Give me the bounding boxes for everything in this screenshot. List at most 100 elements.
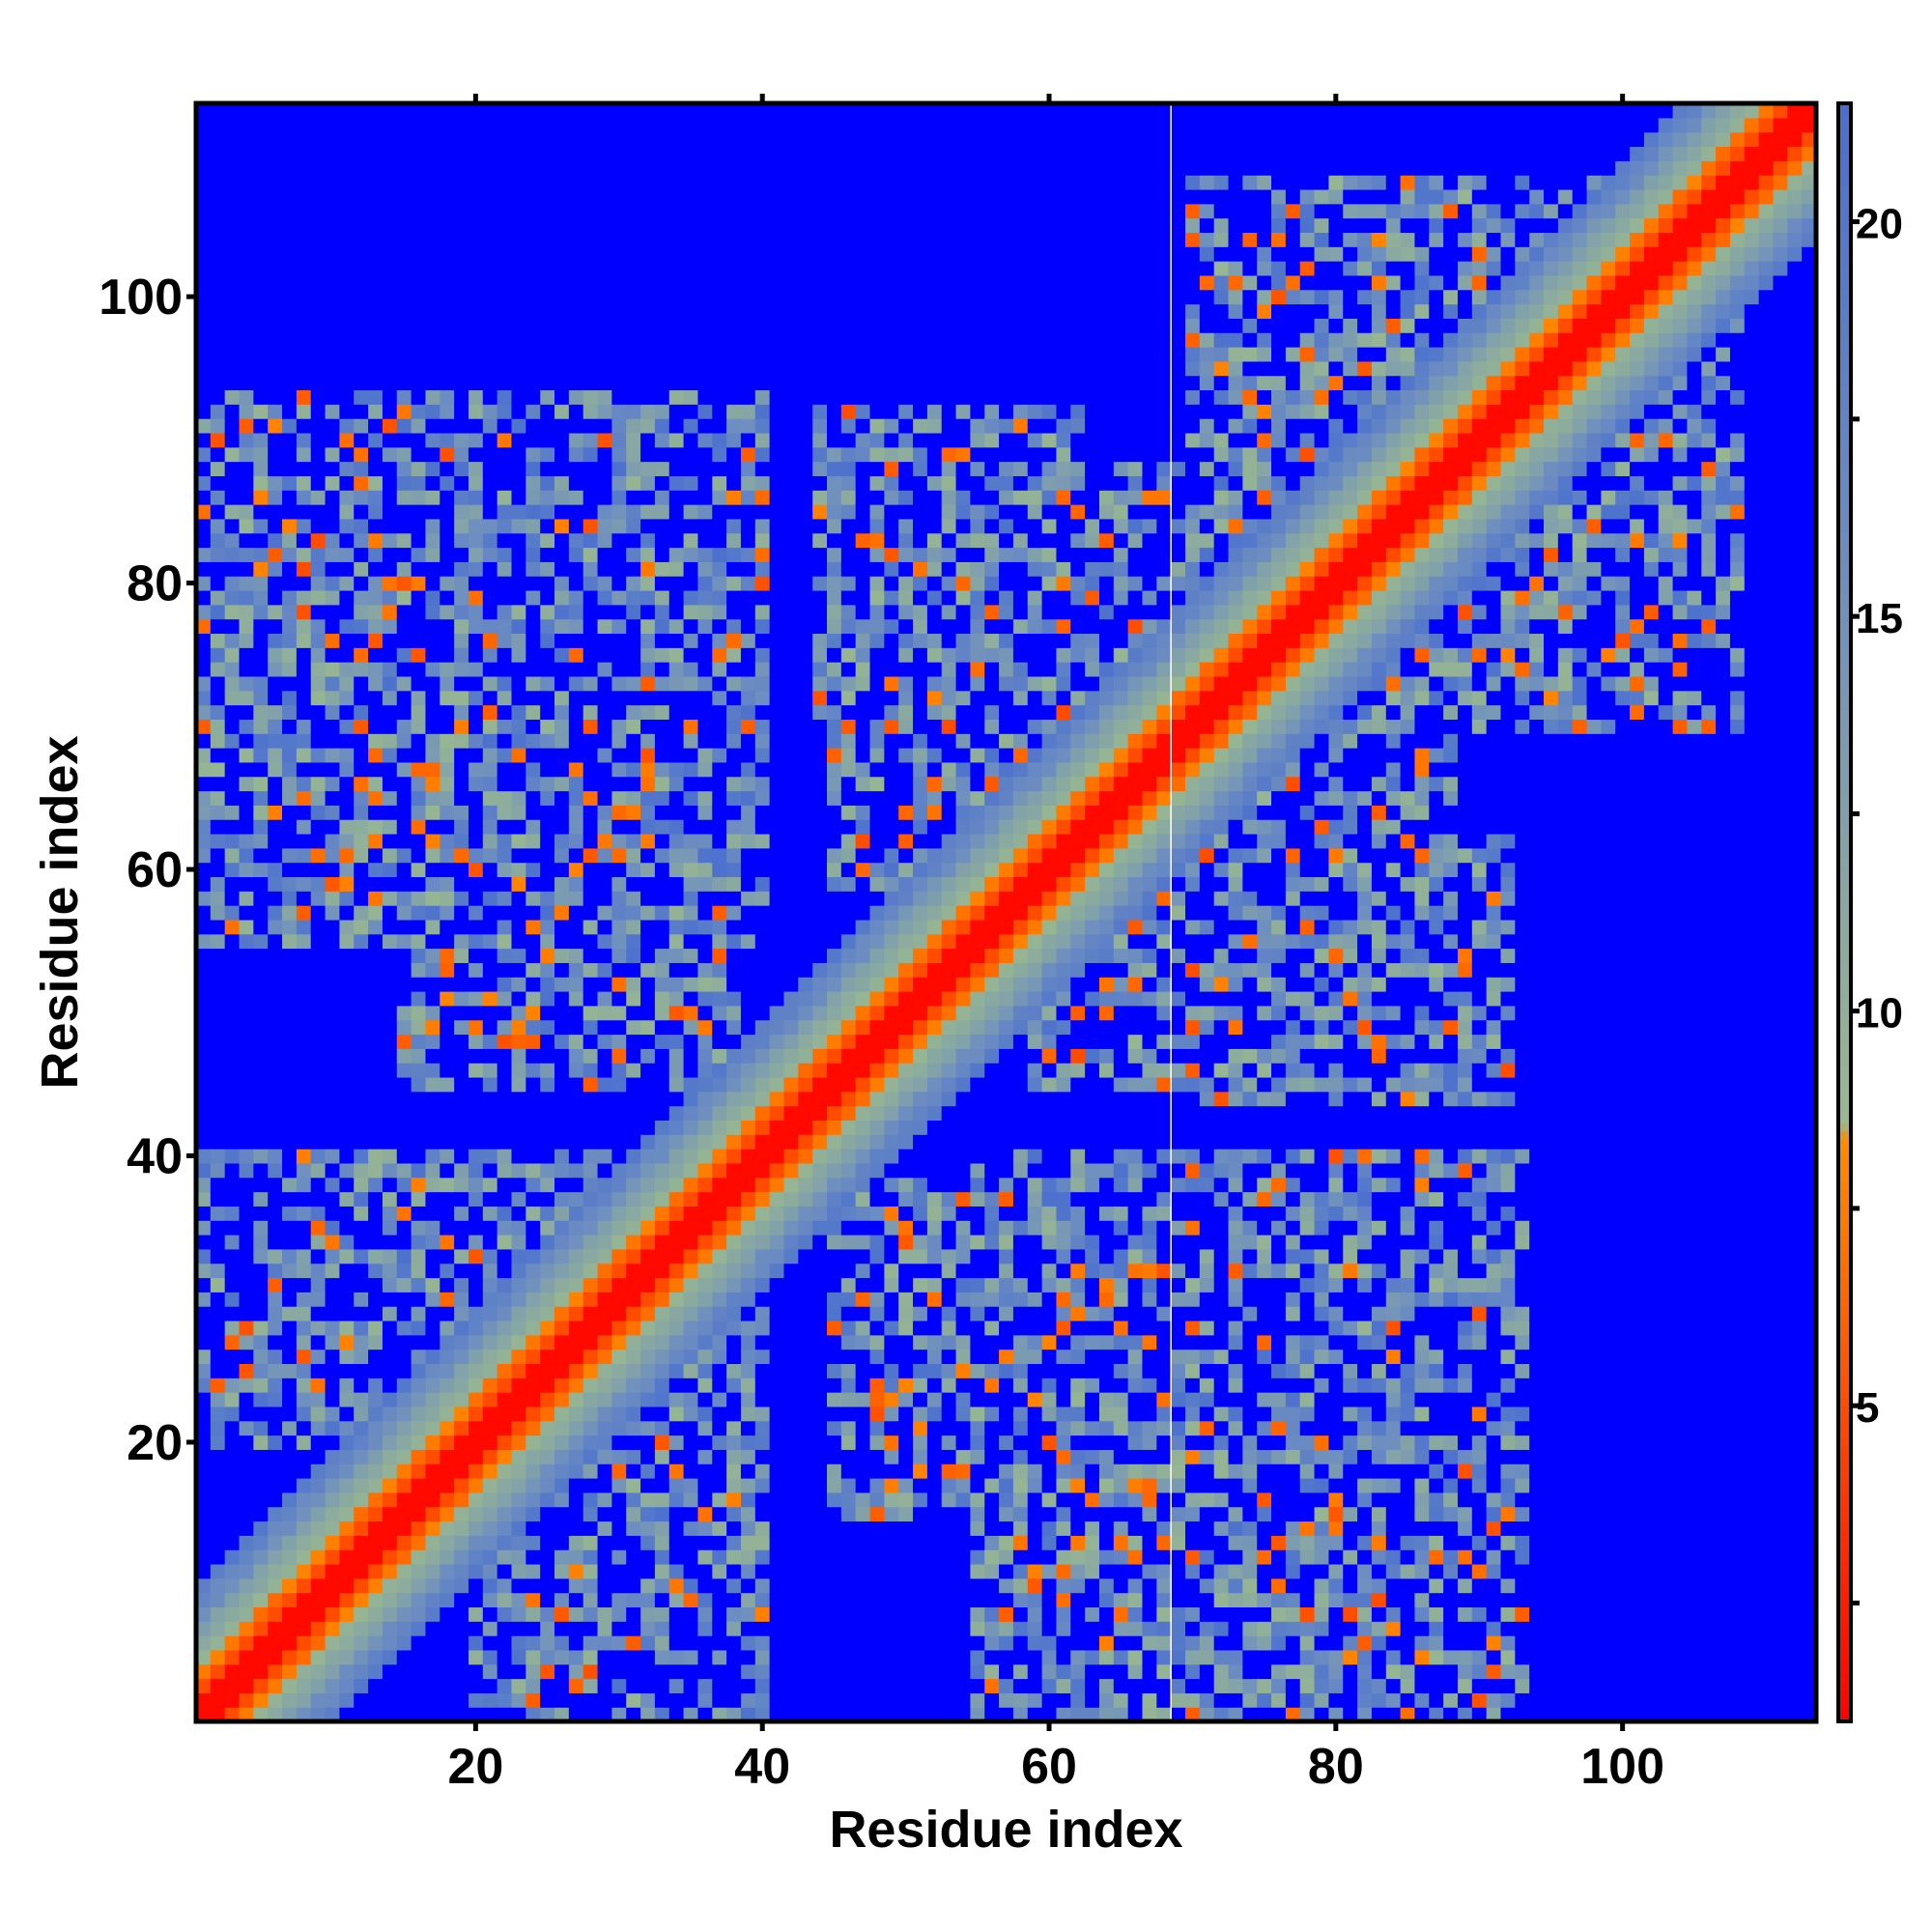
heatmap-cell bbox=[668, 1206, 685, 1221]
heatmap-cell bbox=[296, 662, 312, 677]
heatmap-cell bbox=[654, 1120, 670, 1135]
heatmap-cell bbox=[253, 1478, 269, 1493]
heatmap-cell bbox=[582, 289, 599, 305]
heatmap-cell bbox=[654, 1191, 670, 1207]
heatmap-cell bbox=[239, 589, 254, 606]
heatmap-cell bbox=[626, 1678, 641, 1693]
heatmap-cell bbox=[683, 1162, 699, 1179]
heatmap-cell bbox=[411, 360, 427, 377]
heatmap-cell bbox=[798, 261, 813, 276]
heatmap-cell bbox=[196, 690, 212, 706]
heatmap-cell bbox=[239, 303, 254, 319]
heatmap-cell bbox=[640, 1635, 656, 1651]
heatmap-cell bbox=[582, 547, 599, 562]
heatmap-cell bbox=[640, 404, 656, 419]
heatmap-cell bbox=[296, 862, 312, 878]
heatmap-cell bbox=[440, 175, 455, 190]
heatmap-cell bbox=[196, 532, 212, 549]
heatmap-cell bbox=[611, 633, 627, 648]
heatmap-cell bbox=[597, 1435, 612, 1450]
heatmap-cell bbox=[812, 1134, 828, 1150]
heatmap-cell bbox=[282, 719, 298, 734]
heatmap-cell bbox=[611, 977, 627, 992]
heatmap-cell bbox=[411, 131, 427, 148]
heatmap-cell bbox=[754, 360, 771, 377]
heatmap-cell bbox=[726, 1435, 742, 1450]
heatmap-cell bbox=[239, 1292, 254, 1307]
heatmap-cell bbox=[396, 1678, 412, 1693]
heatmap-cell bbox=[769, 1320, 785, 1336]
heatmap-cell bbox=[239, 790, 254, 806]
heatmap-cell bbox=[568, 1277, 584, 1293]
heatmap-cell bbox=[554, 475, 570, 491]
heatmap-cell bbox=[310, 1492, 327, 1508]
heatmap-cell bbox=[712, 432, 727, 448]
heatmap-cell bbox=[339, 404, 355, 419]
heatmap-cell bbox=[310, 805, 327, 820]
heatmap-cell bbox=[754, 175, 771, 190]
heatmap-cell bbox=[568, 561, 584, 577]
heatmap-cell bbox=[726, 604, 742, 620]
heatmap-cell bbox=[368, 1621, 384, 1636]
heatmap-cell bbox=[396, 1263, 412, 1279]
heatmap-cell bbox=[239, 332, 254, 348]
heatmap-cell bbox=[683, 1191, 699, 1207]
heatmap-cell bbox=[582, 733, 599, 749]
heatmap-cell bbox=[597, 819, 612, 835]
heatmap-cell bbox=[325, 1435, 341, 1450]
heatmap-cell bbox=[540, 919, 555, 935]
heatmap-cell bbox=[798, 1292, 813, 1307]
heatmap-cell bbox=[526, 948, 541, 963]
heatmap-cell bbox=[540, 446, 555, 463]
heatmap-cell bbox=[210, 719, 226, 734]
heatmap-cell bbox=[440, 1034, 455, 1049]
heatmap-cell bbox=[712, 1048, 727, 1064]
heatmap-cell bbox=[396, 188, 412, 205]
heatmap-cell bbox=[712, 776, 727, 792]
heatmap-cell bbox=[296, 891, 312, 906]
heatmap-cell bbox=[798, 776, 813, 792]
heatmap-cell bbox=[769, 962, 785, 978]
heatmap-cell bbox=[526, 1635, 541, 1651]
heatmap-cell bbox=[354, 977, 369, 992]
heatmap-cell bbox=[769, 1406, 785, 1422]
heatmap-cell bbox=[769, 1635, 785, 1651]
heatmap-cell bbox=[325, 905, 341, 921]
heatmap-cell bbox=[526, 1707, 541, 1722]
heatmap-cell bbox=[812, 274, 828, 291]
heatmap-cell bbox=[325, 1334, 341, 1350]
heatmap-cell bbox=[196, 1520, 212, 1536]
heatmap-cell bbox=[540, 719, 555, 734]
heatmap-cell bbox=[482, 1220, 498, 1236]
heatmap-cell bbox=[683, 1606, 699, 1622]
heatmap-cell bbox=[454, 1635, 469, 1651]
heatmap-cell bbox=[668, 146, 685, 161]
heatmap-cell bbox=[769, 461, 785, 476]
heatmap-cell bbox=[440, 274, 455, 291]
heatmap-cell bbox=[282, 1019, 298, 1036]
heatmap-cell bbox=[697, 891, 713, 906]
heatmap-cell bbox=[196, 289, 212, 305]
heatmap-cell bbox=[540, 532, 555, 549]
heatmap-cell bbox=[224, 919, 241, 935]
heatmap-cell bbox=[798, 1435, 813, 1450]
heatmap-cell bbox=[368, 1563, 384, 1579]
heatmap-cell bbox=[683, 418, 699, 434]
heatmap-cell bbox=[812, 805, 828, 820]
heatmap-cell bbox=[726, 1520, 742, 1536]
heatmap-cell bbox=[668, 1048, 685, 1064]
heatmap-cell bbox=[697, 1449, 713, 1464]
heatmap-cell bbox=[597, 318, 612, 333]
heatmap-cell bbox=[611, 561, 627, 577]
heatmap-cell bbox=[268, 1220, 283, 1236]
heatmap-cell bbox=[382, 1063, 398, 1078]
heatmap-cell bbox=[597, 203, 612, 219]
heatmap-cell bbox=[440, 1134, 455, 1150]
heatmap-cell bbox=[239, 146, 254, 161]
heatmap-cell bbox=[554, 1334, 570, 1350]
heatmap-cell bbox=[339, 103, 355, 119]
heatmap-cell bbox=[310, 905, 327, 921]
heatmap-cell bbox=[354, 1535, 369, 1550]
heatmap-cell bbox=[497, 1091, 513, 1107]
heatmap-cell bbox=[396, 1235, 412, 1250]
